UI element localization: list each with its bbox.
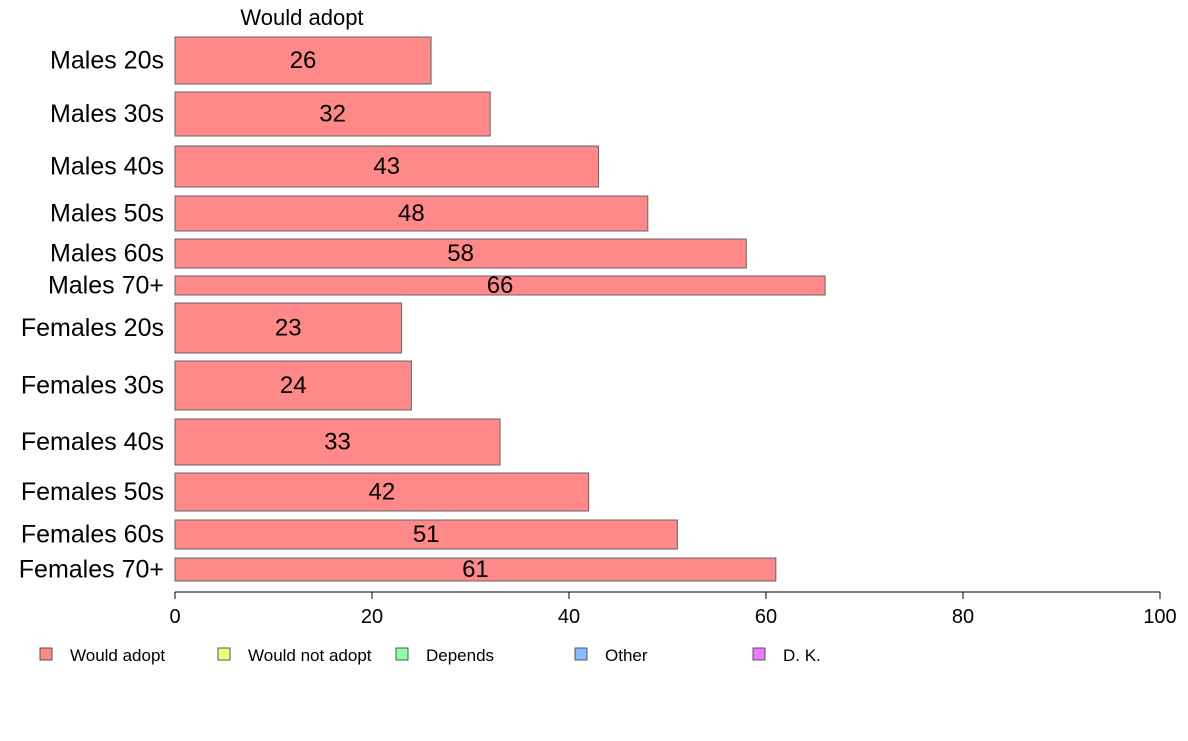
bar	[174, 302, 403, 354]
data-label: 26	[290, 47, 317, 74]
category-label: Males 70+	[48, 272, 164, 300]
bar	[174, 195, 649, 232]
x-tick-label: 80	[952, 606, 974, 628]
data-label: 66	[487, 272, 514, 299]
category-label: Females 50s	[21, 478, 164, 506]
bar	[174, 418, 501, 466]
category-label: Males 30s	[50, 100, 164, 128]
x-tick-label: 100	[1143, 606, 1176, 628]
category-labels: Males 20s Males 30s Males 40s Males 50s Male…	[19, 47, 164, 584]
column-header: Would adopt	[240, 5, 363, 30]
legend-label: Would adopt	[70, 646, 165, 665]
bar	[174, 91, 491, 137]
category-label: Females 40s	[21, 428, 164, 456]
category-label: Females 70+	[19, 556, 164, 584]
data-label: 42	[368, 479, 395, 506]
legend-label: D. K.	[783, 646, 821, 665]
category-label: Males 60s	[50, 240, 164, 268]
x-tick-label: 0	[169, 606, 180, 628]
category-label: Females 30s	[21, 372, 164, 400]
data-label: 58	[447, 240, 474, 267]
category-label: Males 50s	[50, 200, 164, 228]
data-label: 24	[280, 372, 307, 399]
bar	[174, 238, 747, 269]
bar	[174, 360, 412, 411]
legend-label: Depends	[426, 646, 494, 665]
data-label: 33	[324, 429, 351, 456]
data-label: 48	[398, 200, 425, 227]
legend-swatch	[752, 647, 766, 661]
bar	[174, 275, 826, 296]
bar	[174, 145, 600, 188]
bar	[174, 557, 777, 582]
bar	[174, 472, 590, 512]
legend: Would adopt Would not adopt Depends Other D.…	[39, 646, 821, 665]
x-tick-label: 40	[558, 606, 580, 628]
x-axis: 0 20 40 60 80 100	[169, 591, 1177, 628]
x-tick-label: 60	[755, 606, 777, 628]
data-label: 51	[413, 521, 440, 548]
category-label: Females 20s	[21, 314, 164, 342]
legend-label: Other	[605, 646, 648, 665]
data-label: 32	[319, 101, 346, 128]
legend-label: Would not adopt	[248, 646, 372, 665]
legend-swatch	[574, 647, 588, 661]
legend-swatch	[217, 647, 231, 661]
x-tick-label: 20	[361, 606, 383, 628]
category-label: Females 60s	[21, 521, 164, 549]
data-label: 61	[462, 556, 489, 583]
legend-swatch	[39, 647, 53, 661]
data-label: 43	[373, 153, 400, 180]
category-label: Males 20s	[50, 47, 164, 75]
category-label: Males 40s	[50, 153, 164, 181]
bar	[174, 519, 678, 550]
data-label: 23	[275, 315, 302, 342]
legend-swatch	[395, 647, 409, 661]
bar	[174, 36, 432, 85]
